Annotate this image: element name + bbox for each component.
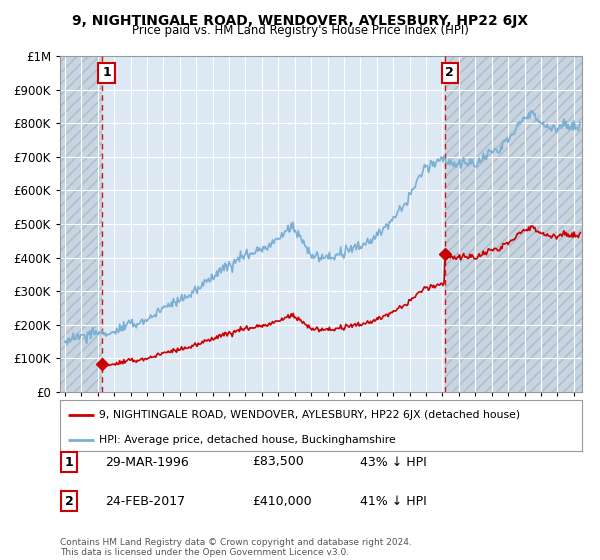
Text: 24-FEB-2017: 24-FEB-2017	[105, 494, 185, 508]
Text: £83,500: £83,500	[252, 455, 304, 469]
Text: 2: 2	[65, 494, 73, 508]
Text: 41% ↓ HPI: 41% ↓ HPI	[360, 494, 427, 508]
Bar	[60, 56, 101, 392]
Text: HPI: Average price, detached house, Buckinghamshire: HPI: Average price, detached house, Buck…	[99, 435, 396, 445]
Text: 9, NIGHTINGALE ROAD, WENDOVER, AYLESBURY, HP22 6JX: 9, NIGHTINGALE ROAD, WENDOVER, AYLESBURY…	[72, 14, 528, 28]
Text: 9, NIGHTINGALE ROAD, WENDOVER, AYLESBURY, HP22 6JX (detached house): 9, NIGHTINGALE ROAD, WENDOVER, AYLESBURY…	[99, 409, 520, 419]
Bar	[445, 56, 582, 392]
Text: 1: 1	[65, 455, 73, 469]
Text: 43% ↓ HPI: 43% ↓ HPI	[360, 455, 427, 469]
Text: Contains HM Land Registry data © Crown copyright and database right 2024.
This d: Contains HM Land Registry data © Crown c…	[60, 538, 412, 557]
Text: 2: 2	[445, 66, 454, 80]
Text: 1: 1	[102, 66, 111, 80]
Text: 29-MAR-1996: 29-MAR-1996	[105, 455, 189, 469]
Text: £410,000: £410,000	[252, 494, 311, 508]
Text: Price paid vs. HM Land Registry's House Price Index (HPI): Price paid vs. HM Land Registry's House …	[131, 24, 469, 36]
